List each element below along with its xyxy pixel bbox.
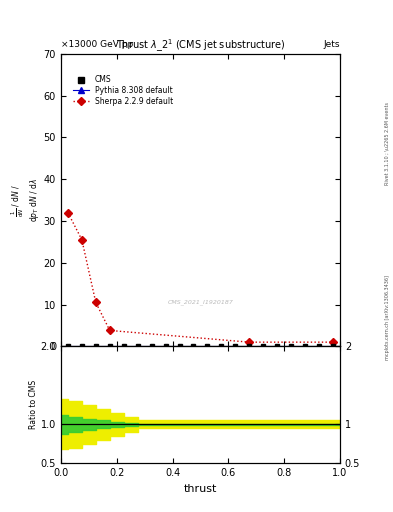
Title: Thrust $\lambda\_2^1$ (CMS jet substructure): Thrust $\lambda\_2^1$ (CMS jet substruct… — [116, 37, 285, 54]
Y-axis label: $\frac{1}{\mathrm{d}N}$ / $\mathrm{d}N$ /
$\mathrm{d}p_T$ $\mathrm{d}N$ / $\math: $\frac{1}{\mathrm{d}N}$ / $\mathrm{d}N$ … — [10, 178, 41, 222]
X-axis label: thrust: thrust — [184, 484, 217, 494]
Legend: CMS, Pythia 8.308 default, Sherpa 2.2.9 default: CMS, Pythia 8.308 default, Sherpa 2.2.9 … — [70, 72, 176, 109]
Text: ×13000 GeV pp: ×13000 GeV pp — [61, 39, 133, 49]
Text: CMS_2021_I1920187: CMS_2021_I1920187 — [167, 300, 233, 305]
Y-axis label: Ratio to CMS: Ratio to CMS — [29, 380, 38, 430]
Text: Jets: Jets — [323, 39, 340, 49]
Text: mcplots.cern.ch [arXiv:1306.3436]: mcplots.cern.ch [arXiv:1306.3436] — [385, 275, 389, 360]
Text: Rivet 3.1.10 ; \u2265 2.6M events: Rivet 3.1.10 ; \u2265 2.6M events — [385, 102, 389, 185]
